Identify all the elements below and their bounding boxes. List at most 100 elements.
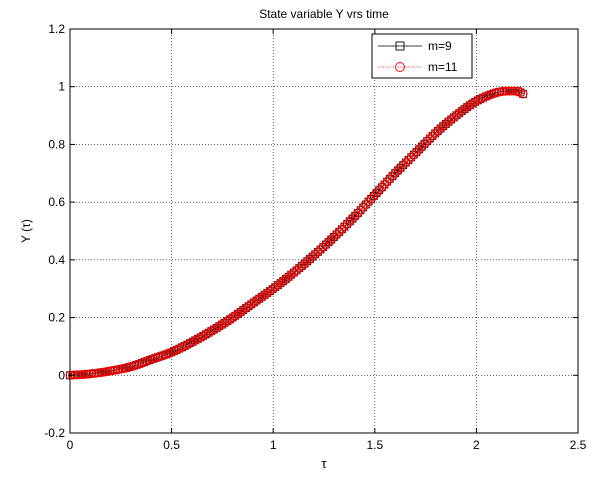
data-point [392, 167, 402, 177]
data-point [408, 150, 418, 160]
y-tick-label: -0.2 [44, 426, 65, 440]
data-point [256, 293, 266, 303]
data-point [404, 155, 414, 165]
data-point [516, 88, 526, 97]
data-point [354, 207, 364, 217]
data-point [325, 236, 335, 246]
data-point [218, 319, 228, 329]
data-point [327, 234, 337, 243]
data-point [332, 229, 342, 239]
y-tick-label: 1.2 [48, 22, 65, 36]
data-point [315, 245, 325, 255]
data-point [411, 148, 421, 158]
data-point [330, 231, 340, 241]
data-point [401, 157, 411, 167]
data-point [504, 86, 514, 96]
data-point [177, 342, 187, 352]
data-point [215, 321, 225, 331]
chart-title: State variable Y vrs time [259, 7, 389, 21]
data-point [349, 212, 359, 222]
x-tick-label: 0 [67, 438, 74, 452]
data-point [382, 177, 392, 187]
data-point [339, 222, 349, 232]
data-point [506, 86, 516, 96]
data-point [234, 308, 244, 318]
data-point [320, 240, 330, 250]
x-tick-label: 2.5 [570, 438, 587, 452]
data-point [377, 182, 387, 192]
data-point [468, 98, 478, 108]
data-point [323, 238, 333, 248]
data-point [337, 225, 346, 234]
data-point [420, 138, 430, 148]
series-line [69, 90, 524, 376]
x-axis-label: τ [321, 456, 327, 471]
data-point [237, 306, 247, 316]
data-point [232, 310, 242, 320]
legend-marker-square [395, 41, 405, 51]
data-point [79, 369, 89, 379]
data-point [509, 86, 519, 96]
legend-entry-m11: m=11 [378, 60, 458, 74]
y-tick-label: 0.6 [48, 195, 65, 209]
data-point [187, 337, 197, 347]
data-point [213, 322, 223, 332]
data-point [239, 305, 249, 314]
data-point [196, 332, 206, 342]
data-point [251, 296, 261, 306]
data-point [368, 192, 378, 202]
series-line [69, 90, 524, 376]
data-point [222, 316, 232, 326]
data-point [253, 294, 263, 304]
data-point [203, 328, 213, 338]
legend-marker-circle [395, 62, 405, 72]
x-tick-label: 0.5 [163, 438, 180, 452]
y-tick-label: 0.8 [48, 137, 65, 151]
data-point [172, 345, 182, 355]
data-point [208, 325, 218, 335]
y-tick-label: 0.2 [48, 311, 65, 325]
y-axis-label: Y (τ) [19, 219, 33, 243]
data-point [184, 339, 194, 348]
data-point [416, 143, 426, 153]
data-point [175, 343, 185, 353]
data-point [499, 86, 509, 96]
data-point [361, 200, 371, 210]
plot-frame [69, 28, 579, 434]
axis-ticks: 0 0.5 1 1.5 2 2.5-0.200.20.40.60.811.2 [44, 22, 586, 452]
x-tick-label: 1.5 [366, 438, 383, 452]
data-point [211, 324, 220, 334]
data-point [373, 187, 383, 197]
data-point [249, 298, 259, 308]
data-point [261, 289, 271, 299]
data-point [406, 152, 416, 162]
data-point [519, 90, 528, 98]
x-tick-label: 1 [270, 438, 277, 452]
data-point [518, 89, 528, 99]
data-point [318, 242, 328, 252]
data-point [383, 177, 392, 186]
data-point [358, 202, 368, 212]
series-m9 [66, 87, 528, 380]
data-point [225, 314, 235, 324]
legend-entry-m9: m=9 [378, 39, 452, 53]
legend-label-m9: m=9 [428, 39, 452, 53]
data-point [180, 341, 189, 351]
data-point [77, 370, 87, 379]
data-point [75, 370, 84, 380]
data-point [244, 301, 254, 311]
data-point [67, 370, 77, 380]
y-tick-label: 0.4 [48, 253, 65, 267]
data-point [459, 105, 468, 115]
data-point [513, 86, 523, 96]
data-point [356, 205, 366, 215]
data-point [375, 184, 385, 194]
legend: m=9 m=11 [371, 33, 473, 79]
data-point [337, 224, 347, 234]
data-point [475, 94, 485, 104]
data-point [199, 331, 209, 341]
data-point [246, 299, 256, 309]
data-point [342, 220, 352, 229]
data-point [206, 327, 216, 336]
